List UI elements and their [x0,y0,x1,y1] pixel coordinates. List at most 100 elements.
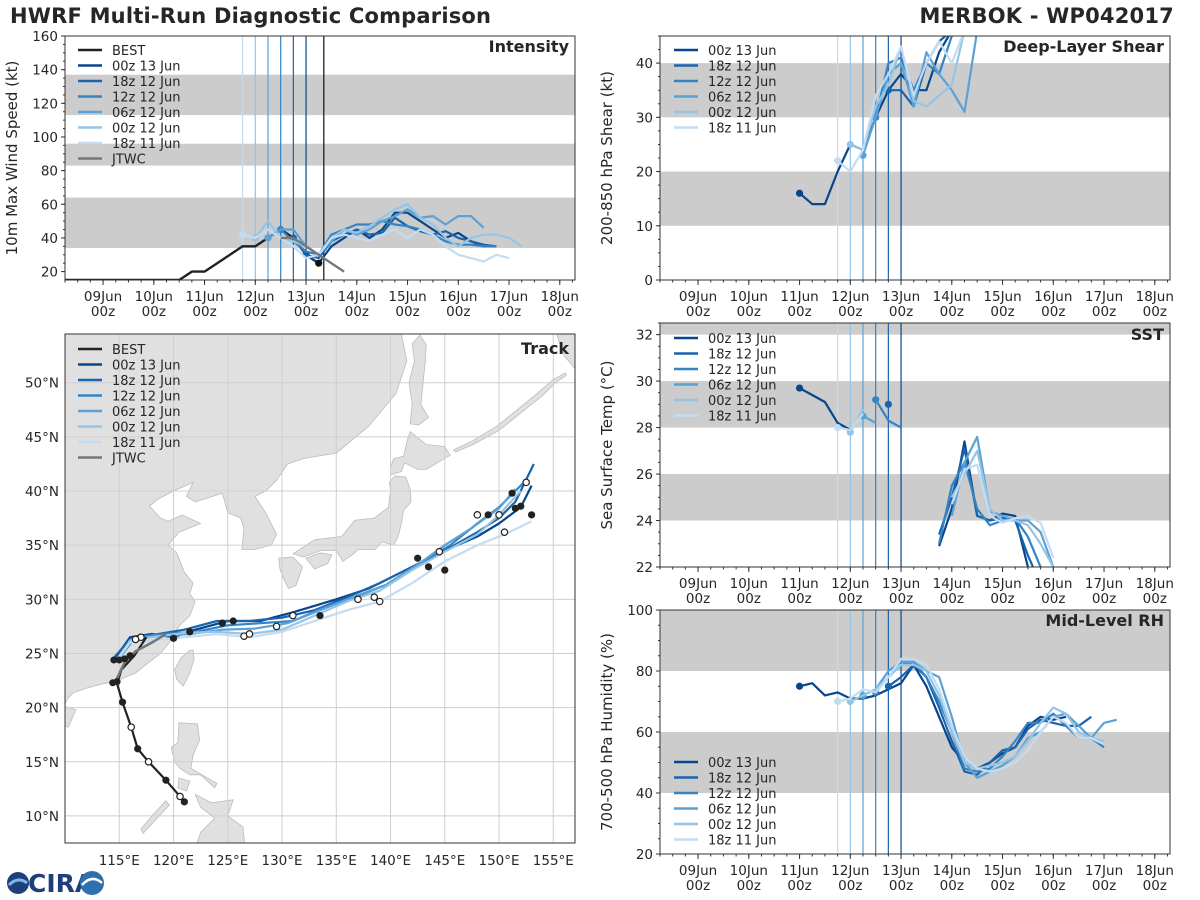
rh-xtick-sublabel: 00z [940,878,964,894]
sst-legend-label: 18z 12 Jun [708,348,777,363]
intensity-series-4 [254,203,523,256]
track-marker-open [375,597,384,606]
rh-band-1 [660,610,1170,671]
sst-band-1 [660,381,1170,428]
shear-xtick-sublabel: 00z [737,304,761,320]
track-marker-open [495,511,503,519]
intensity-xtick-label: 09Jun [84,289,122,305]
sst-ytick-label: 32 [636,328,653,344]
hainan [65,706,77,728]
intensity-xtick-sublabel: 00z [294,304,318,320]
track-jtwc-line [114,632,167,682]
track-landfall-marker [109,679,117,687]
sst-band-2 [660,323,1170,335]
rh-xtick-label: 13Jun [882,863,920,879]
palawan [140,800,170,835]
track-marker-open [473,511,482,519]
intensity-band-1 [65,143,575,166]
sst-xtick-label: 17Jun [1085,576,1123,592]
best-forecast-marker [176,792,184,801]
track-marker-closed [508,489,516,497]
track-marker-open [354,595,362,604]
shear-legend-label: 12z 12 Jun [708,75,777,90]
rh-series-5 [837,657,1105,773]
shear-band-0 [660,171,1170,226]
intensity-ylabel: 10m Max Wind Speed (kt) [3,61,21,256]
intensity-xtick-label: 17Jun [490,289,528,305]
visayas-mindanao [194,793,245,843]
track-legend-label: 18z 12 Jun [112,374,181,389]
best-position-marker [118,698,127,706]
track-legend-label: BEST [112,343,145,358]
intensity-xtick-label: 13Jun [287,289,325,305]
taiwan [174,649,195,687]
intensity-ytick-label: 100 [32,130,58,146]
lat-label: 50°N [25,376,59,392]
intensity-series-5 [242,228,510,263]
rh-xtick-label: 18Jun [1136,863,1174,879]
sst-series-2-seg-0 [874,399,902,429]
intensity-xtick-sublabel: 00z [345,304,369,320]
shear-series-1 [888,36,948,108]
shear-ylabel: 200-850 hPa Shear (kt) [598,71,616,245]
rh-xtick-label: 11Jun [780,863,818,879]
track-marker-open [289,611,297,620]
intensity-xtick-sublabel: 00z [243,304,267,320]
track-marker-open [435,547,444,556]
rh-ylabel: 700-500 hPa Humidity (%) [598,633,616,831]
track-marker-closed [218,619,226,627]
shear-xtick-label: 10Jun [730,289,768,305]
intensity-jtwc-line [280,236,345,273]
honshu [291,475,412,562]
intensity-ytick-label: 120 [32,96,58,112]
intensity-xtick-sublabel: 00z [142,304,166,320]
sst-xtick-sublabel: 00z [686,591,710,607]
intensity-xtick-sublabel: 00z [446,304,470,320]
sst-xtick-label: 12Jun [831,576,869,592]
shear-xtick-label: 18Jun [1136,289,1174,305]
sst-ytick-label: 22 [636,560,653,576]
rh-legend-label: 00z 12 Jun [708,818,777,833]
track-frame [64,333,576,844]
intensity-legend-label: 18z 11 Jun [112,137,181,152]
rh-xtick-label: 10Jun [730,863,768,879]
rh-xtick-label: 15Jun [983,863,1021,879]
shear-xtick-label: 15Jun [983,289,1021,305]
sst-xtick-sublabel: 00z [737,591,761,607]
rh-ytick-label: 40 [636,786,653,802]
shear-ytick-label: 40 [636,56,653,72]
shear-xtick-label: 11Jun [780,289,818,305]
lat-label: 20°N [25,701,59,717]
rh-xtick-sublabel: 00z [1041,878,1065,894]
intensity-xtick-label: 18Jun [541,289,579,305]
rh-legend-label: 00z 13 Jun [708,756,777,771]
shear-xtick-sublabel: 00z [1092,304,1116,320]
sst-xtick-label: 15Jun [983,576,1021,592]
rh-xtick-sublabel: 00z [889,878,913,894]
shear-series-0-start-marker [795,189,804,197]
intensity-band-0 [65,197,575,249]
lon-label: 125°E [207,853,248,869]
sst-legend-label: 00z 12 Jun [708,394,777,409]
sst-series-2-start-marker [872,396,880,404]
shear-legend-label: 18z 11 Jun [708,122,777,137]
track-marker-open [272,622,281,631]
lon-label: 140°E [370,853,411,869]
shear-xtick-label: 17Jun [1085,289,1123,305]
shear-xtick-sublabel: 00z [787,304,811,320]
shear-ytick-label: 10 [636,219,653,235]
lat-label: 25°N [25,646,59,662]
intensity-xtick-sublabel: 00z [395,304,419,320]
track-legend-label: 00z 13 Jun [112,359,181,374]
sst-series-0-start-marker [795,384,804,392]
intensity-series-5-start-marker [239,230,247,239]
sst-plot-area [795,384,1055,567]
kurils [452,372,567,453]
lon-label: 130°E [261,853,302,869]
track-series-5 [114,520,533,663]
